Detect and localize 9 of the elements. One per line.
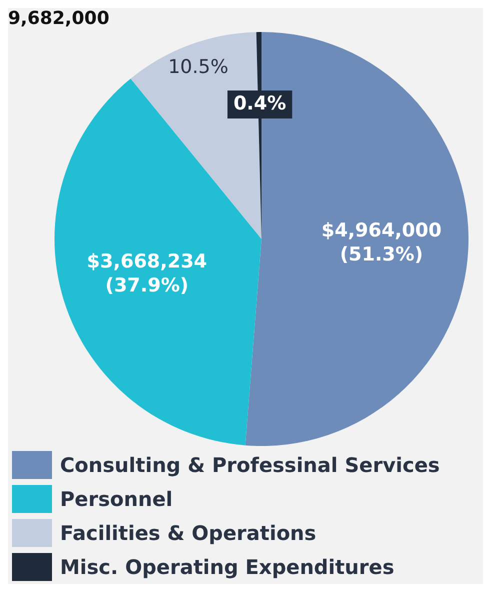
legend-label: Personnel [60,487,173,511]
legend-label: Misc. Operating Expenditures [60,555,394,579]
legend-label: Consulting & Professinal Services [60,453,440,477]
chart-title: 9,682,000 [8,8,110,30]
data-label: $4,964,000 (51.3%) [321,220,442,266]
data-label: 0.4% [233,92,286,114]
legend-label: Facilities & Operations [60,521,316,545]
data-label: 10.5% [168,56,228,78]
data-label: $3,668,234 (37.9%) [86,250,208,297]
